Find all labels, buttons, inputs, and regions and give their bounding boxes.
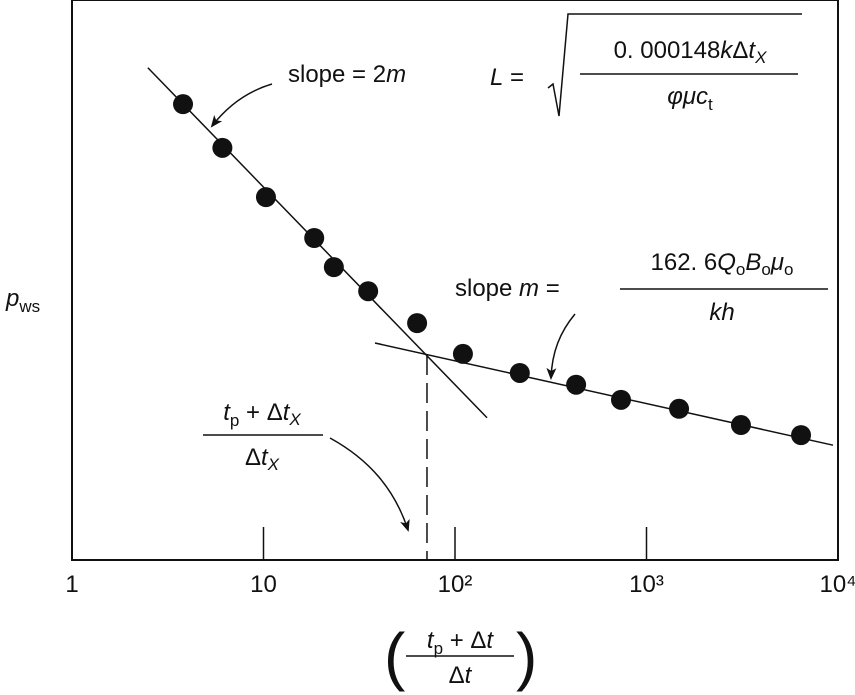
data-point bbox=[669, 398, 690, 419]
data-point bbox=[212, 137, 233, 158]
annotation: slope = 2m bbox=[288, 61, 406, 88]
y-label-part: ws bbox=[18, 297, 40, 316]
formula-numerator: 0. 000148kΔtX bbox=[614, 37, 767, 67]
formula-denominator: φμct bbox=[667, 83, 713, 114]
annotation-part: + Δ bbox=[239, 399, 282, 426]
formula-part: kh bbox=[709, 299, 734, 326]
formula-part: k bbox=[720, 37, 734, 64]
arrow bbox=[546, 313, 576, 380]
formula-part: = bbox=[503, 64, 524, 91]
formula-part: o bbox=[761, 260, 770, 279]
formula-part: B bbox=[745, 249, 761, 276]
data-point bbox=[358, 281, 379, 302]
x-label-denominator: Δt bbox=[449, 662, 473, 689]
formula-part: o bbox=[784, 260, 793, 279]
x-label-part: t bbox=[427, 627, 435, 654]
data-point bbox=[611, 389, 632, 410]
formula-numerator: 162. 6QoBoμo bbox=[651, 249, 794, 279]
y-label-part: p bbox=[5, 285, 19, 312]
formula-lhs: slope m = bbox=[455, 275, 560, 302]
formula-part: L bbox=[490, 64, 503, 91]
x-label-part: Δ bbox=[449, 662, 465, 689]
annotation-part: slope = 2 bbox=[288, 61, 386, 88]
formula-part: t bbox=[748, 37, 756, 64]
x-tick-label: 1 bbox=[65, 571, 78, 598]
annotation-part: t bbox=[261, 444, 269, 471]
annotation-part: X bbox=[267, 455, 280, 474]
formula-part: slope bbox=[455, 275, 519, 302]
data-point bbox=[407, 313, 428, 334]
data-point bbox=[509, 362, 530, 383]
fit-line bbox=[374, 342, 834, 446]
annotation-part: Δ bbox=[245, 444, 261, 471]
formula-part: μ bbox=[770, 249, 784, 276]
data-point bbox=[304, 228, 325, 248]
formula-part: t bbox=[708, 95, 713, 114]
x-label-numerator: tp + Δt bbox=[427, 627, 495, 658]
y-axis-label: pws bbox=[5, 285, 40, 316]
formula-part: m bbox=[519, 275, 539, 302]
data-point bbox=[255, 187, 276, 208]
data-point bbox=[730, 415, 751, 436]
annotation-part: m bbox=[386, 61, 406, 88]
data-point bbox=[323, 257, 344, 278]
x-tick-label: 10² bbox=[438, 571, 473, 598]
x-tick-label: 10³ bbox=[629, 571, 664, 598]
annotation-part: X bbox=[288, 410, 301, 429]
data-point bbox=[566, 374, 587, 395]
data-point bbox=[173, 94, 194, 115]
x-label-paren: ) bbox=[516, 620, 537, 692]
formula-denominator: kh bbox=[709, 299, 734, 326]
arrow bbox=[210, 83, 273, 128]
arrow bbox=[329, 437, 410, 532]
formula-part: Q bbox=[717, 249, 736, 276]
formula-part: X bbox=[754, 48, 767, 67]
x-label-part: t bbox=[486, 627, 494, 654]
x-label-part: p bbox=[434, 639, 443, 658]
annotation-part: p bbox=[230, 411, 239, 430]
data-point bbox=[791, 425, 812, 446]
sqrt-sign bbox=[547, 13, 802, 117]
formula-part: Δ bbox=[732, 37, 748, 64]
x-label-part: t bbox=[465, 662, 473, 689]
x-tick-label: 10 bbox=[250, 571, 277, 598]
formula-part: 162. 6 bbox=[651, 249, 718, 276]
formula-part: φμc bbox=[667, 83, 708, 110]
formula-part: o bbox=[736, 260, 745, 279]
x-label-paren: ( bbox=[384, 620, 405, 692]
annotation-numerator: tp + ΔtX bbox=[223, 399, 301, 430]
data-point bbox=[452, 343, 473, 364]
x-tick-label: 10⁴ bbox=[819, 571, 855, 598]
formula-lhs: L = bbox=[490, 64, 524, 91]
annotation-part: t bbox=[283, 399, 291, 426]
annotation-denominator: ΔtX bbox=[245, 444, 280, 474]
annotation-part: t bbox=[223, 399, 231, 426]
x-label-part: + Δ bbox=[443, 627, 486, 654]
formula-part: = bbox=[539, 275, 560, 302]
formula-part: 0. 000148 bbox=[614, 37, 721, 64]
